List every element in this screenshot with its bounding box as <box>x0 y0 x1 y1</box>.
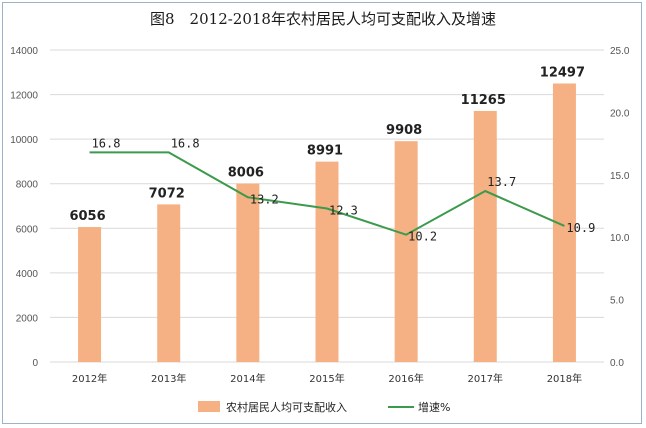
bar-value-label: 7072 <box>149 186 185 201</box>
left-tick-label: 8000 <box>16 180 39 191</box>
right-tick-label: 25.0 <box>610 46 630 57</box>
growth-line <box>89 151 565 236</box>
bar-value-label: 8991 <box>307 144 343 159</box>
growth-value-label: 16.8 <box>171 136 200 150</box>
left-tick-label: 10000 <box>10 135 38 146</box>
category-label: 2013年 <box>151 372 186 385</box>
right-axis-ticks: 0.0 5.0 10.0 15.0 20.0 25.0 <box>610 46 630 369</box>
income-bar <box>473 110 497 362</box>
bar-value-label: 11265 <box>461 93 506 108</box>
left-tick-label: 14000 <box>10 46 38 57</box>
bar-value-label: 9908 <box>386 123 422 138</box>
growth-value-label: 10.2 <box>408 230 437 244</box>
growth-value-label: 16.8 <box>92 136 121 150</box>
left-tick-label: 0 <box>32 358 38 369</box>
category-label: 2012年 <box>72 372 107 385</box>
bar-series <box>78 83 576 363</box>
growth-value-label: 13.2 <box>250 192 279 206</box>
right-tick-label: 5.0 <box>610 296 624 307</box>
left-tick-label: 2000 <box>16 313 39 324</box>
bar-value-label: 6056 <box>69 209 105 224</box>
legend: 农村居民人均可支配收入 增速% <box>198 400 450 414</box>
line-data-labels: 16.8 16.8 13.2 12.3 10.2 13.7 10.9 <box>92 136 596 243</box>
income-bar <box>552 83 576 363</box>
income-bar <box>78 227 102 362</box>
category-label: 2014年 <box>230 372 265 385</box>
category-label: 2018年 <box>547 372 582 385</box>
left-tick-label: 12000 <box>10 91 38 102</box>
growth-value-label: 13.7 <box>487 175 516 189</box>
x-axis-categories: 2012年 2013年 2014年 2015年 2016年 2017年 2018年 <box>72 372 582 385</box>
category-label: 2017年 <box>468 372 503 385</box>
bar-data-labels: 6056 7072 8006 8991 9908 11265 12497 <box>69 65 585 224</box>
legend-label-income: 农村居民人均可支配收入 <box>226 400 347 414</box>
legend-label-growth: 增速% <box>418 400 450 414</box>
right-tick-label: 20.0 <box>610 108 630 119</box>
bar-value-label: 12497 <box>540 65 585 80</box>
category-label: 2016年 <box>388 372 423 385</box>
income-bar <box>236 183 260 362</box>
bar-value-label: 8006 <box>228 166 264 181</box>
income-bar <box>315 161 339 362</box>
left-tick-label: 6000 <box>16 224 39 235</box>
left-tick-label: 4000 <box>16 269 39 280</box>
category-label: 2015年 <box>309 372 344 385</box>
right-tick-label: 10.0 <box>610 233 630 244</box>
income-bar <box>157 204 181 362</box>
income-bar <box>394 141 418 362</box>
growth-value-label: 12.3 <box>329 203 358 217</box>
line-series <box>89 151 565 236</box>
chart-title: 图8 2012-2018年农村居民人均可支配收入及增速 <box>150 10 496 28</box>
left-axis-ticks: 0 2000 4000 6000 8000 10000 12000 14000 <box>10 46 38 369</box>
growth-value-label: 10.9 <box>566 221 595 235</box>
right-tick-label: 15.0 <box>610 171 630 182</box>
right-tick-label: 0.0 <box>610 358 624 369</box>
legend-swatch-income <box>198 401 220 412</box>
